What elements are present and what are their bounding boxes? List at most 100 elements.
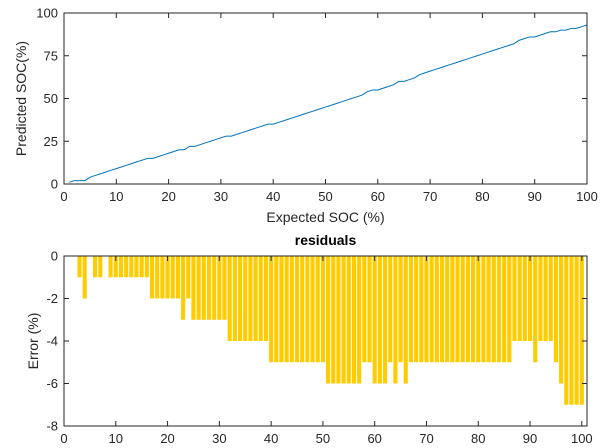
y-tick-label: 0 — [51, 177, 58, 192]
residual-bar — [279, 256, 284, 363]
residual-bar — [124, 256, 129, 278]
x-tick-label: 0 — [60, 189, 67, 204]
axes-box — [63, 12, 588, 185]
x-axis-label: Expected SOC (%) — [266, 209, 384, 225]
residual-bar — [507, 256, 512, 363]
residual-bar — [486, 256, 491, 363]
residual-bar — [222, 256, 227, 320]
residual-bar — [294, 256, 300, 363]
residual-bar — [548, 256, 553, 341]
residual-bar — [274, 256, 279, 363]
residual-bar — [289, 256, 294, 363]
x-tick-label: 90 — [523, 431, 537, 446]
residual-bar — [502, 256, 507, 363]
residual-bar — [201, 256, 206, 320]
x-tick-label: 80 — [475, 189, 489, 204]
residual-bar — [108, 256, 113, 278]
residual-bar — [574, 256, 579, 405]
residual-bar — [533, 256, 538, 363]
residual-bar — [553, 256, 558, 363]
residual-bar — [559, 256, 564, 384]
y-tick-label: -6 — [46, 376, 58, 391]
y-tick-label: 75 — [44, 48, 58, 63]
residual-bar — [134, 256, 139, 278]
residual-bar — [527, 256, 533, 341]
residual-bar — [118, 256, 124, 278]
x-tick-label: 60 — [371, 189, 385, 204]
y-tick-label: 0 — [51, 249, 58, 264]
residual-bar — [579, 256, 584, 405]
residual-bar — [155, 256, 160, 299]
residual-bar — [326, 256, 331, 384]
x-tick-label: 50 — [316, 431, 330, 446]
x-tick-label: 20 — [161, 189, 175, 204]
residual-bar — [465, 256, 470, 363]
residual-bar — [284, 256, 289, 363]
residual-bar — [165, 256, 170, 299]
y-tick-label: 50 — [44, 91, 58, 106]
residual-bar — [310, 256, 315, 363]
residual-bar — [543, 256, 548, 341]
residual-bar — [144, 256, 149, 278]
residual-bar — [98, 256, 103, 278]
residual-bar — [471, 256, 476, 363]
x-tick-label: 60 — [367, 431, 381, 446]
residual-bar — [414, 256, 419, 363]
residual-bar — [491, 256, 496, 363]
x-tick-label: 100 — [576, 189, 598, 204]
residual-bar — [439, 256, 445, 363]
residual-bar — [517, 256, 522, 341]
residual-bar — [139, 256, 144, 278]
x-tick-label: 30 — [214, 189, 228, 204]
residual-bar — [320, 256, 325, 363]
residual-bar — [450, 256, 455, 363]
x-tick-label: 20 — [160, 431, 174, 446]
residual-bar — [227, 256, 232, 341]
residual-bar — [429, 256, 434, 363]
residual-bar — [460, 256, 465, 363]
residual-bar — [170, 256, 175, 299]
residual-bar — [455, 256, 460, 363]
residual-bar — [196, 256, 201, 320]
residual-bar — [398, 256, 403, 363]
residual-bar — [237, 256, 243, 341]
x-tick-label: 10 — [109, 189, 123, 204]
residual-bar — [186, 256, 191, 299]
residual-bar — [393, 256, 398, 384]
residual-bar — [175, 256, 180, 299]
chart-title: residuals — [295, 232, 357, 248]
prediction-plot: 0 10 20 30 40 50 60 70 80 90 100 0 25 50 75 100 Expected… — [13, 6, 598, 226]
residual-bar — [377, 256, 382, 384]
residual-bar — [538, 256, 543, 341]
residual-bar — [269, 256, 274, 363]
residual-bar — [481, 256, 486, 363]
x-tick-label: 40 — [264, 431, 278, 446]
residual-bar — [212, 256, 217, 320]
y-tick-label: 25 — [44, 134, 58, 149]
residual-bar — [305, 256, 310, 363]
residual-bar — [232, 256, 237, 341]
residual-bar — [331, 256, 336, 384]
x-tick-label: 80 — [471, 431, 485, 446]
y-tick-label: -2 — [46, 291, 58, 306]
residual-bar — [564, 256, 569, 405]
residual-bar — [93, 256, 98, 278]
residual-bar — [476, 256, 481, 363]
residual-bar — [181, 256, 186, 320]
residual-bar — [403, 256, 408, 384]
residual-bar — [315, 256, 320, 363]
residual-bar — [263, 256, 269, 341]
x-tick-label: 40 — [266, 189, 280, 204]
residual-bar — [160, 256, 165, 299]
x-tick-label: 90 — [527, 189, 541, 204]
residuals-plot: 0 10 20 30 40 50 60 70 80 90 100 0 -2 -4 -6 -8 Error (%)… — [25, 232, 593, 446]
residual-bar — [217, 256, 222, 320]
residual-bar — [253, 256, 258, 341]
residual-bar — [522, 256, 527, 341]
residual-bar — [434, 256, 439, 363]
residual-bar — [248, 256, 253, 341]
y-tick-label: 100 — [36, 6, 58, 21]
x-tick-label: 10 — [109, 431, 123, 446]
y-tick-label: -8 — [46, 419, 58, 434]
